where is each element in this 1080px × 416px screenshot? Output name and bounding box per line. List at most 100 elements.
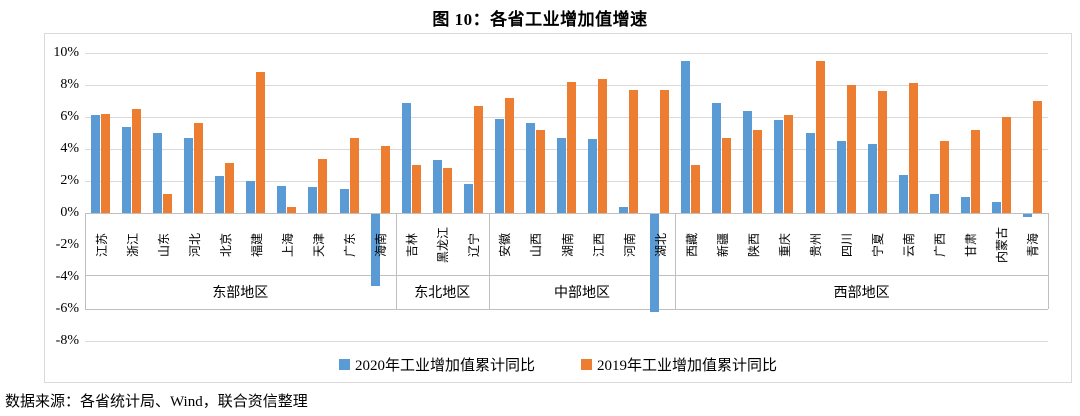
- bar-内蒙古-2019: [1001, 117, 1011, 213]
- x-axis-category-label: 贵州: [808, 233, 823, 258]
- bar-海南-2020: [370, 214, 380, 286]
- bar-安徽-2020: [494, 118, 504, 213]
- x-axis-category-label: 新疆: [715, 233, 730, 258]
- x-axis-category-label: 北京: [218, 233, 233, 258]
- x-axis-group-label: 西部地区: [833, 286, 890, 301]
- bar-吉林-2019: [411, 165, 421, 213]
- chart-title: 图 10：各省工业增加值增速: [432, 10, 648, 29]
- bar-福建-2020: [246, 181, 256, 213]
- bar-云南-2020: [898, 174, 908, 213]
- y-axis-tick-label: -2%: [55, 237, 79, 252]
- x-axis-group-label: 东北地区: [414, 286, 471, 301]
- bar-湖南-2020: [557, 137, 566, 213]
- bar-山东-2020: [153, 133, 163, 213]
- x-axis-category-label: 广西: [932, 233, 947, 258]
- bar-上海-2020: [277, 185, 287, 213]
- x-axis-category-label: 宁夏: [870, 233, 885, 258]
- x-axis-category-label: 甘肃: [963, 233, 978, 258]
- y-axis-tick-label: 6%: [60, 109, 79, 124]
- bar-天津-2019: [318, 158, 328, 213]
- band-separator: [1048, 213, 1049, 309]
- bar-河北-2020: [184, 137, 194, 213]
- bar-贵州-2020: [805, 133, 815, 213]
- bar-海南-2019: [380, 145, 390, 213]
- y-axis-tick-label: 10%: [53, 45, 79, 60]
- x-axis-category-label: 海南: [373, 233, 388, 258]
- bar-辽宁-2019: [473, 105, 483, 213]
- bar-黑龙江-2020: [432, 160, 442, 213]
- x-axis-category-label: 西藏: [684, 233, 699, 258]
- legend-item: 2019年工业增加值累计同比: [581, 354, 777, 375]
- bar-安徽-2019: [504, 97, 514, 213]
- bar-上海-2019: [287, 206, 297, 213]
- y-axis-tick-label: 4%: [60, 141, 79, 156]
- gridline: [85, 85, 1048, 86]
- bar-广西-2020: [929, 193, 939, 213]
- y-axis-tick-label: -6%: [55, 301, 79, 316]
- bar-内蒙古-2020: [991, 201, 1001, 213]
- bar-新疆-2019: [722, 137, 732, 213]
- x-axis-category-label: 山西: [528, 233, 543, 258]
- band-separator: [488, 213, 490, 309]
- bar-浙江-2019: [132, 109, 142, 213]
- bar-山西-2020: [525, 123, 535, 213]
- bar-重庆-2019: [784, 115, 794, 213]
- legend-swatch-icon: [581, 359, 592, 370]
- bar-广西-2019: [939, 141, 949, 213]
- x-axis-category-label: 重庆: [777, 233, 792, 258]
- bar-四川-2019: [846, 85, 856, 213]
- legend-label: 2020年工业增加值累计同比: [354, 358, 535, 374]
- band-line: [85, 275, 1048, 276]
- x-axis-category-label: 江苏: [94, 233, 109, 258]
- gridline: [85, 53, 1048, 54]
- bar-北京-2019: [225, 163, 235, 213]
- bar-陕西-2020: [743, 110, 753, 213]
- bar-河南-2019: [629, 89, 639, 213]
- x-axis-category-label: 安徽: [497, 233, 512, 258]
- bar-辽宁-2020: [463, 184, 473, 213]
- bar-湖北-2019: [660, 89, 670, 213]
- x-axis-group-label: 东部地区: [212, 286, 269, 301]
- category-band: [85, 214, 1048, 309]
- bar-江西-2020: [588, 139, 598, 213]
- bar-福建-2019: [256, 72, 266, 213]
- gridline: [85, 117, 1048, 118]
- bar-宁夏-2020: [867, 144, 877, 213]
- x-axis-category-label: 云南: [901, 233, 916, 258]
- x-axis-category-label: 青海: [1025, 233, 1040, 258]
- bar-天津-2020: [308, 187, 318, 213]
- band-separator: [395, 213, 397, 309]
- gridline: [85, 149, 1048, 150]
- bar-甘肃-2019: [970, 129, 980, 213]
- bar-贵州-2019: [815, 61, 825, 213]
- y-axis-tick-label: -4%: [55, 269, 79, 284]
- bar-山西-2019: [535, 129, 545, 213]
- bar-湖南-2019: [567, 81, 576, 213]
- x-axis-category-label: 上海: [280, 233, 295, 258]
- bar-河南-2020: [619, 206, 629, 213]
- chart-plot-area: 10% 8% 6% 4% 2% 0% -2% -4% -6% -8% 江苏 浙江 山东 河北 北京 福建 上海天…: [44, 33, 1072, 383]
- x-axis-category-label: 内蒙古: [994, 227, 1009, 264]
- x-axis-category-label: 江西: [591, 233, 606, 258]
- bar-西藏-2019: [691, 165, 701, 213]
- gridline: [85, 341, 1048, 342]
- bar-江西-2019: [598, 78, 608, 213]
- x-axis-category-label: 福建: [249, 233, 264, 258]
- legend-swatch-icon: [338, 359, 350, 370]
- bar-青海-2019: [1032, 101, 1042, 213]
- bar-陕西-2019: [753, 129, 763, 213]
- y-axis-tick-label: 0%: [60, 205, 79, 220]
- bar-甘肃-2020: [960, 197, 970, 213]
- band-separator: [85, 213, 86, 309]
- bar-广东-2019: [349, 137, 359, 213]
- x-axis-category-label: 浙江: [125, 233, 140, 258]
- bar-吉林-2020: [401, 102, 411, 213]
- band-line: [85, 309, 1048, 310]
- y-axis-tick-label: -8%: [55, 333, 79, 348]
- bar-黑龙江-2019: [442, 168, 452, 213]
- bar-江苏-2019: [101, 113, 111, 213]
- y-axis-tick-label: 2%: [60, 173, 79, 188]
- x-axis-category-label: 陕西: [746, 233, 761, 258]
- bar-广东-2020: [339, 189, 349, 213]
